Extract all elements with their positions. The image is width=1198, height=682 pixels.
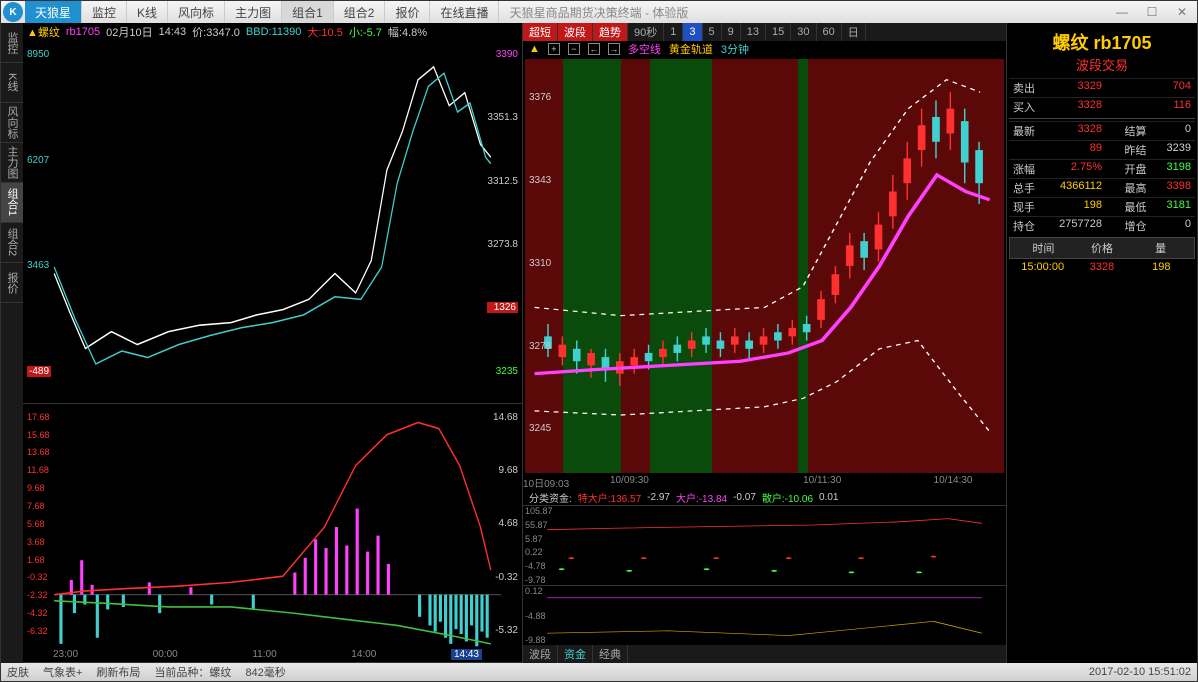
timeframe-tab[interactable]: 波段: [558, 23, 593, 41]
timeframe-tab[interactable]: 5: [703, 23, 722, 41]
leftbar-item[interactable]: K线: [1, 63, 23, 103]
status-item[interactable]: 气象表+: [43, 664, 82, 680]
info-bar: ▲螺纹 rb1705 02月10日 14:43 价:3347.0 BBD:113…: [23, 23, 522, 41]
maximize-button[interactable]: ☐: [1137, 1, 1167, 23]
bottom-tab[interactable]: 资金: [558, 645, 593, 663]
timeframe-tab[interactable]: 9: [722, 23, 741, 41]
leftbar-item[interactable]: 监控: [1, 23, 23, 63]
timeframe-tab[interactable]: 30: [791, 23, 816, 41]
status-bar: 皮肤气象表+ 刷新布局当前品种：螺纹 842毫秒 2017-02-10 15:51:…: [1, 663, 1197, 681]
quote-row: 最新3328结算0: [1009, 121, 1195, 140]
quote-row: 涨幅2.75%开盘3198: [1009, 159, 1195, 178]
menu-tab[interactable]: 主力图: [225, 1, 282, 23]
chart-control-button[interactable]: ←: [588, 43, 600, 55]
side-subtitle: 波段交易: [1009, 55, 1195, 74]
status-item[interactable]: 当前品种：螺纹: [154, 664, 231, 680]
menu-tab[interactable]: 风向标: [168, 1, 225, 23]
info-symbol-b: rb1705: [66, 26, 100, 38]
window-title: 天狼星商品期货决策终端 - 体验版: [510, 4, 689, 21]
legend-label: 黄金轨道: [669, 41, 713, 57]
leftbar-item[interactable]: 组合1: [1, 183, 23, 223]
candle-chart[interactable]: 33763343331032783245: [525, 59, 1004, 473]
leftbar-item[interactable]: 风向标: [1, 103, 23, 143]
upper-price-chart[interactable]: 895062073463-489 33903351.33312.53273.81…: [23, 41, 522, 404]
menu-tab[interactable]: 组合2: [334, 1, 386, 23]
legend-label: 3分钟: [721, 41, 749, 57]
menu-tab[interactable]: 监控: [82, 1, 127, 23]
bottom-tab[interactable]: 波段: [523, 645, 558, 663]
bottom-tab[interactable]: 经典: [593, 645, 628, 663]
status-item[interactable]: 皮肤: [7, 664, 29, 680]
timeframe-tab[interactable]: 日: [842, 23, 866, 41]
quote-row: 持仓2757728增仓0: [1009, 216, 1195, 235]
quote-row: 89昨结3239: [1009, 140, 1195, 159]
legend-label: 多空线: [628, 41, 661, 57]
info-date: 02月10日: [106, 24, 152, 40]
quote-row: 总手4366112最高3398: [1009, 178, 1195, 197]
quote-row: 买入3328116: [1009, 97, 1195, 116]
close-button[interactable]: ✕: [1167, 1, 1197, 23]
info-symbol-a: ▲螺纹: [27, 24, 60, 40]
chart-control-button[interactable]: +: [548, 43, 560, 55]
chart-control-button[interactable]: →: [608, 43, 620, 55]
sub-chart-2[interactable]: 0.12-4.88-9.88: [523, 585, 1006, 645]
menu-brand[interactable]: 天狼星: [25, 1, 82, 23]
timeframe-tab[interactable]: 3: [683, 23, 702, 41]
timeframe-tab[interactable]: 60: [817, 23, 842, 41]
leftbar-item[interactable]: 报价: [1, 263, 23, 303]
menu-tab[interactable]: 报价: [385, 1, 430, 23]
status-time: 2017-02-10 15:51:02: [1089, 666, 1191, 678]
timeframe-tab[interactable]: 趋势: [593, 23, 628, 41]
side-symbol: 螺纹 rb1705: [1009, 29, 1195, 55]
menu-tab[interactable]: 组合1: [282, 1, 334, 23]
legend-label: ▲: [529, 43, 540, 55]
timeframe-tab[interactable]: 超短: [523, 23, 558, 41]
quote-side-panel: 螺纹 rb1705 波段交易 卖出3329704买入3328116 最新3328…: [1007, 23, 1197, 663]
timeframe-tab[interactable]: 90秒: [628, 23, 664, 41]
info-time: 14:43: [159, 26, 187, 38]
chart-control-button[interactable]: −: [568, 43, 580, 55]
leftbar-item[interactable]: 主力图: [1, 143, 23, 183]
titlebar: K 天狼星监控K线风向标主力图组合1组合2报价在线直播 天狼星商品期货决策终端 …: [1, 1, 1197, 23]
app-logo-icon: K: [3, 2, 23, 22]
lower-indicator-chart[interactable]: 17.6815.6813.6811.689.687.685.683.681.68…: [23, 404, 522, 663]
minimize-button[interactable]: —: [1107, 1, 1137, 23]
sub-chart-1[interactable]: 105.8755.875.870.22-4.78-9.78: [523, 505, 1006, 585]
quote-row: 现手198最低3181: [1009, 197, 1195, 216]
status-item[interactable]: 842毫秒: [245, 664, 285, 680]
timeframe-tab[interactable]: 15: [766, 23, 791, 41]
trade-row: 15:00:003328198: [1009, 259, 1195, 275]
timeframe-tab[interactable]: 13: [741, 23, 766, 41]
menu-tab[interactable]: K线: [127, 1, 168, 23]
menu-tab[interactable]: 在线直播: [430, 1, 499, 23]
timeframe-tab[interactable]: 1: [664, 23, 683, 41]
quote-row: 卖出3329704: [1009, 78, 1195, 97]
leftbar-item[interactable]: 组合2: [1, 223, 23, 263]
status-item[interactable]: 刷新布局: [96, 664, 140, 680]
